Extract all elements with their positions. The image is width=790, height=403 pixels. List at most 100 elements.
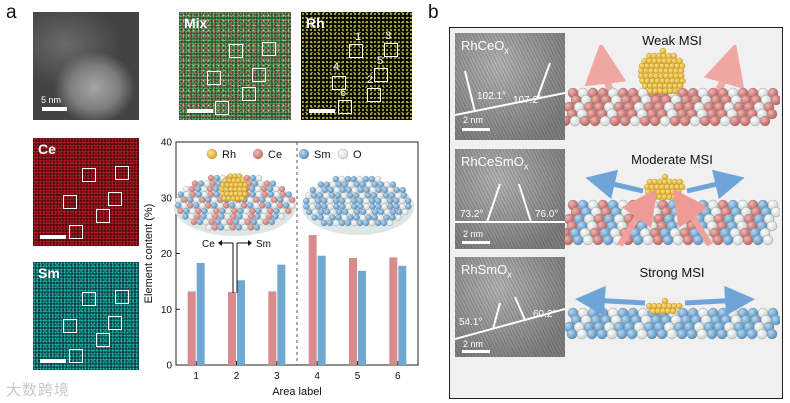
support-atom [259,196,266,204]
legend-label-ce: Ce [268,149,282,161]
support-atom [332,175,339,183]
rh-particle [219,173,248,202]
area-box [229,44,243,58]
support-atom [362,175,369,183]
support-atom [197,180,205,187]
support-atom [199,202,206,209]
support-atom [224,213,231,220]
support-atom [333,197,340,205]
support-atom [273,207,280,215]
rh-map-label: Rh [306,15,325,31]
area-number-6: 6 [340,87,347,99]
support-atom [350,219,358,227]
support-atom [241,202,248,209]
moderate-rh-particle [643,173,686,201]
support-atom [381,186,388,194]
y-tick-label: 40 [161,138,173,149]
support-atom [389,181,397,188]
support-atom [339,186,346,194]
support-atom [344,175,351,183]
support-atom [639,115,651,127]
support-atom [756,328,768,340]
support-atom [405,197,412,205]
support-atom [375,203,382,210]
support-atom [377,192,384,199]
stem-scale-label: 5 nm [41,95,62,105]
support-atom [303,203,310,210]
support-atom [195,207,202,215]
angle-left: 102.1° [477,91,507,102]
support-atom [679,115,691,127]
support-atom [268,218,276,226]
support-atom [193,196,200,204]
panel-a-letter: a [6,2,17,23]
support-atom [254,185,262,193]
area-box-3 [384,43,398,57]
support-atom [636,328,648,340]
support-atom [253,202,260,209]
x-tick-label: 5 [355,371,361,382]
support-atom [646,328,658,340]
support-atom [321,197,328,205]
support-atom [632,234,644,246]
support-atom [357,186,364,194]
x-tick-label: 4 [314,371,320,382]
support-atom [237,207,244,215]
support-atom [213,174,221,182]
contact-angle-lines [455,296,565,340]
support-atom [371,192,378,199]
legend-marker-rh [206,148,218,160]
hrtem-rhceox: RhCeOx 102.1° 107.2° 2 nm [455,33,565,140]
area-box [262,42,276,56]
support-atom [194,213,201,220]
legend-marker-sm [298,148,310,160]
support-atom [353,214,360,221]
sm-scale-bar [40,359,66,363]
support-atom [209,180,217,187]
support-atom [262,218,270,226]
rh-atom [240,177,246,184]
support-atom [249,174,257,182]
support-atom [315,197,322,205]
support-atom [189,207,196,215]
mix-map: Mix [179,12,291,120]
support-atom [375,186,382,194]
support-atom [393,197,400,205]
support-atom [770,206,780,218]
support-atom [333,203,340,210]
support-atom [342,208,349,216]
support-atom [201,207,208,215]
support-atom [283,202,290,209]
support-atom [396,208,403,216]
support-atom [271,202,278,209]
weak-rh-particle [637,47,686,95]
support-atom [191,180,199,187]
support-atom [699,115,711,127]
support-atom [255,174,263,182]
moderate-support [565,199,780,246]
support-atom [395,214,402,221]
x-tick-label: 6 [395,371,401,382]
support-atom [193,202,200,209]
angle-left: 54.1° [459,317,483,328]
support-atom [278,185,286,193]
y-tick-label: 30 [161,193,173,204]
scale-bar [462,128,490,131]
support-atom [344,219,352,227]
support-atom [696,328,708,340]
support-atom [289,196,296,204]
support-atom [732,234,744,246]
support-atom [206,185,214,193]
support-atom [265,202,272,209]
stem-scale-bar [42,107,67,111]
arrow-head [218,240,222,246]
arrow-label-sm: Sm [256,239,271,250]
support-atom [196,218,204,226]
support-atom [339,203,346,210]
support-atom [229,224,237,231]
support-atom [182,185,190,193]
area-box-1 [349,44,363,58]
area-box [82,292,96,306]
support-atom [205,196,212,204]
support-atom [257,180,265,187]
